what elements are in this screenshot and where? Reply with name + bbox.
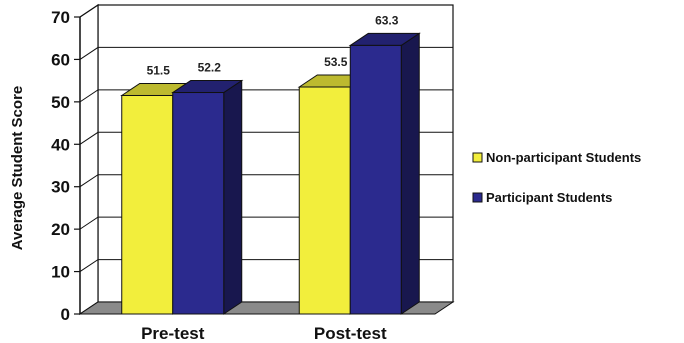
bars bbox=[120, 32, 421, 315]
bar-front bbox=[172, 92, 225, 315]
y-axis-ticks: 0 10 20 30 40 50 60 70 bbox=[51, 8, 81, 324]
legend-item-participant-students: Participant Students bbox=[472, 190, 612, 205]
side-wall bbox=[79, 3, 99, 316]
y-tick-label: 70 bbox=[51, 8, 70, 27]
y-tick-label: 20 bbox=[51, 220, 70, 239]
bar-front bbox=[121, 94, 174, 315]
legend-item-non-participant-students: Non-participant Students bbox=[472, 150, 641, 165]
bar-front bbox=[298, 86, 351, 315]
x-category-label-post-test: Post-test bbox=[314, 324, 387, 343]
bar-side bbox=[223, 79, 243, 315]
x-category-label-pre-test: Pre-test bbox=[141, 324, 205, 343]
x-axis-categories: Pre-test Post-test bbox=[141, 324, 387, 343]
data-label-non-participant-students-pre-test: 51.5 bbox=[147, 63, 171, 77]
bar-participant-students-pre-test bbox=[171, 79, 244, 315]
legend-swatch bbox=[472, 192, 483, 203]
bar-side bbox=[400, 32, 420, 315]
data-labels: 51.5 52.2 53.5 63.3 bbox=[147, 13, 399, 77]
y-tick-label: 40 bbox=[51, 135, 70, 154]
y-axis-title: Average Student Score bbox=[9, 86, 26, 251]
bar-front bbox=[349, 44, 402, 315]
bar-participant-students-post-test bbox=[348, 32, 421, 315]
gridline bbox=[79, 46, 453, 60]
legend-label: Non-participant Students bbox=[486, 150, 641, 165]
y-tick-label: 50 bbox=[51, 93, 70, 112]
data-label-participant-students-pre-test: 52.2 bbox=[198, 61, 222, 75]
data-label-non-participant-students-post-test: 53.5 bbox=[324, 55, 348, 69]
gridline bbox=[79, 4, 453, 18]
y-tick-label: 10 bbox=[51, 263, 70, 282]
legend-swatch bbox=[472, 152, 483, 163]
legend: Non-participant Students Participant Stud… bbox=[472, 150, 641, 205]
y-tick-label: 0 bbox=[61, 305, 70, 324]
y-tick-label: 60 bbox=[51, 50, 70, 69]
legend-label: Participant Students bbox=[486, 190, 612, 205]
y-tick-label: 30 bbox=[51, 178, 70, 197]
data-label-participant-students-post-test: 63.3 bbox=[375, 13, 399, 27]
